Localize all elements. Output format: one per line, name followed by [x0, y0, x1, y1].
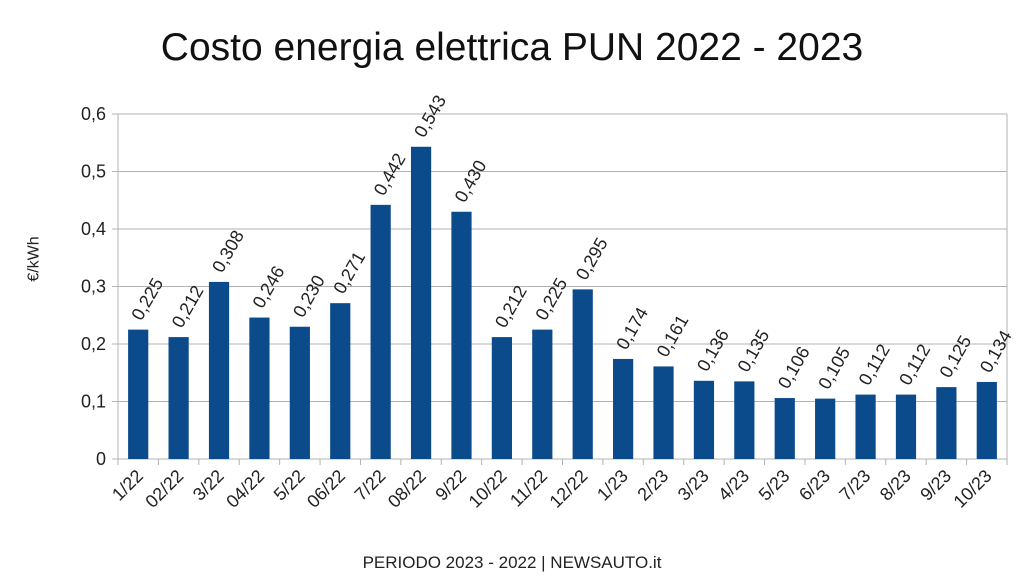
data-label: 0,135 [733, 326, 773, 375]
bar [168, 337, 189, 459]
data-label: 0,136 [693, 326, 733, 375]
data-label: 0,430 [451, 157, 491, 206]
x-tick-label: 12/22 [546, 466, 592, 512]
bar [370, 204, 391, 459]
x-tick-label: 2/23 [633, 466, 672, 505]
x-tick-label: 7/23 [835, 466, 874, 505]
data-label: 0,125 [936, 332, 976, 381]
bar [128, 329, 149, 459]
bar [330, 303, 351, 459]
data-label: 0,442 [370, 150, 410, 199]
data-label: 0,246 [249, 263, 289, 312]
x-tick-label: 10/22 [465, 466, 511, 512]
y-tick-label: 0 [96, 449, 106, 469]
y-tick-label: 0,2 [81, 334, 106, 354]
data-label: 0,212 [491, 282, 531, 331]
data-label: 0,161 [653, 311, 693, 360]
x-tick-label: 5/23 [755, 466, 794, 505]
bar [572, 289, 593, 459]
data-label: 0,225 [531, 275, 571, 324]
data-label: 0,112 [895, 341, 934, 389]
x-axis-label: PERIODO 2023 - 2022 | NEWSAUTO.it [362, 553, 662, 572]
y-tick-label: 0,4 [81, 219, 106, 239]
x-tick-label: 06/22 [303, 466, 349, 512]
bar [491, 337, 512, 459]
bar [532, 329, 553, 459]
data-label: 0,271 [329, 248, 369, 297]
bar [895, 394, 917, 459]
x-tick-label: 3/23 [674, 466, 713, 505]
x-tick-label: 8/23 [876, 466, 915, 505]
data-label: 0,225 [127, 275, 167, 324]
bar [976, 381, 997, 459]
bar [936, 387, 957, 459]
y-tick-label: 0,3 [81, 277, 106, 297]
data-label: 0,105 [814, 344, 854, 393]
bar [815, 398, 836, 459]
x-tick-label: 1/22 [108, 466, 147, 505]
bar [208, 281, 230, 459]
bar [734, 381, 755, 459]
x-tick-label: 3/22 [189, 466, 228, 505]
data-label: 0,212 [168, 282, 208, 331]
x-tick-label: 9/23 [916, 466, 955, 505]
bar [451, 211, 472, 459]
axes [112, 113, 1008, 465]
y-tick-label: 0,5 [81, 162, 106, 182]
data-label: 0,543 [410, 92, 450, 141]
x-tick-label: 9/22 [431, 466, 470, 505]
data-label: 0,106 [774, 343, 814, 392]
bar [289, 326, 310, 459]
data-label: 0,295 [572, 234, 612, 283]
data-label: 0,112 [855, 341, 894, 389]
y-tick-label: 0,6 [81, 104, 106, 124]
x-tick-label: 08/22 [384, 466, 430, 512]
bar [774, 398, 795, 459]
x-tick-label: 7/22 [351, 466, 390, 505]
bar [249, 317, 270, 459]
x-tick-label: 1/23 [593, 466, 632, 505]
x-tick-label: 6/23 [795, 466, 834, 505]
bar [855, 394, 876, 459]
data-label: 0,174 [612, 304, 652, 353]
x-tick-label: 11/22 [506, 466, 551, 511]
x-tick-label: 02/22 [141, 466, 187, 512]
data-label: 0,134 [976, 327, 1016, 376]
bar [693, 380, 715, 459]
x-tick-label: 4/23 [714, 466, 753, 505]
y-tick-label: 0,1 [81, 392, 106, 412]
bar [410, 146, 432, 459]
x-tick-label: 04/22 [222, 466, 268, 512]
data-label: 0,230 [289, 272, 329, 321]
bars [128, 146, 997, 459]
x-tick-label: 10/23 [950, 466, 996, 512]
bar [613, 358, 634, 459]
data-label: 0,308 [208, 227, 248, 276]
x-tick-label: 5/22 [270, 466, 309, 505]
chart-title: Costo energia elettrica PUN 2022 - 2023 [160, 26, 864, 69]
bar [653, 366, 674, 459]
